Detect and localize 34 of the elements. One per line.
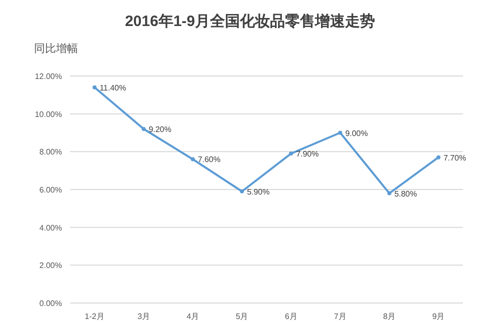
point bbox=[142, 126, 146, 131]
point bbox=[338, 130, 342, 135]
text: 7.60% bbox=[198, 155, 220, 164]
chart-title: 2016年1-9月全国化妆品零售增速走势 bbox=[124, 13, 376, 30]
y-tick-label: 12.00% bbox=[34, 72, 62, 81]
y-tick-label: 2.00% bbox=[39, 261, 62, 270]
point bbox=[387, 191, 392, 196]
x-tick-label: 9月 bbox=[432, 312, 445, 321]
text: 9.20% bbox=[148, 124, 172, 134]
line-series bbox=[92, 85, 440, 196]
y-tick-label: 0.00% bbox=[39, 299, 62, 308]
point bbox=[92, 85, 97, 90]
y-tick-label: 6.00% bbox=[39, 186, 62, 194]
x-tick-label: 5月 bbox=[236, 312, 248, 321]
x-tick-label: 3月 bbox=[137, 312, 150, 321]
text: 5.80% bbox=[394, 189, 417, 198]
x-tick-label: 7月 bbox=[334, 312, 346, 321]
point bbox=[190, 157, 195, 162]
x-tick-label: 6月 bbox=[284, 312, 298, 321]
text: 11.40% bbox=[100, 83, 126, 92]
y-tick-label: 10.00% bbox=[34, 110, 62, 119]
x-tick-label: 4月 bbox=[186, 312, 200, 321]
text: 7.90% bbox=[296, 150, 319, 159]
y-tick-label: 8.00% bbox=[39, 148, 62, 157]
y-tick-label: 4.00% bbox=[39, 223, 62, 232]
x-tick-label: 8月 bbox=[383, 312, 396, 321]
point bbox=[436, 155, 440, 160]
x-tick-label: 1-2月 bbox=[84, 312, 104, 321]
y-axis-title: 同比增幅 bbox=[34, 42, 78, 55]
text: 7.70% bbox=[443, 153, 466, 162]
text: 5.90% bbox=[246, 187, 270, 196]
point bbox=[240, 189, 244, 194]
text: 9.00% bbox=[345, 128, 368, 138]
point bbox=[289, 152, 294, 156]
